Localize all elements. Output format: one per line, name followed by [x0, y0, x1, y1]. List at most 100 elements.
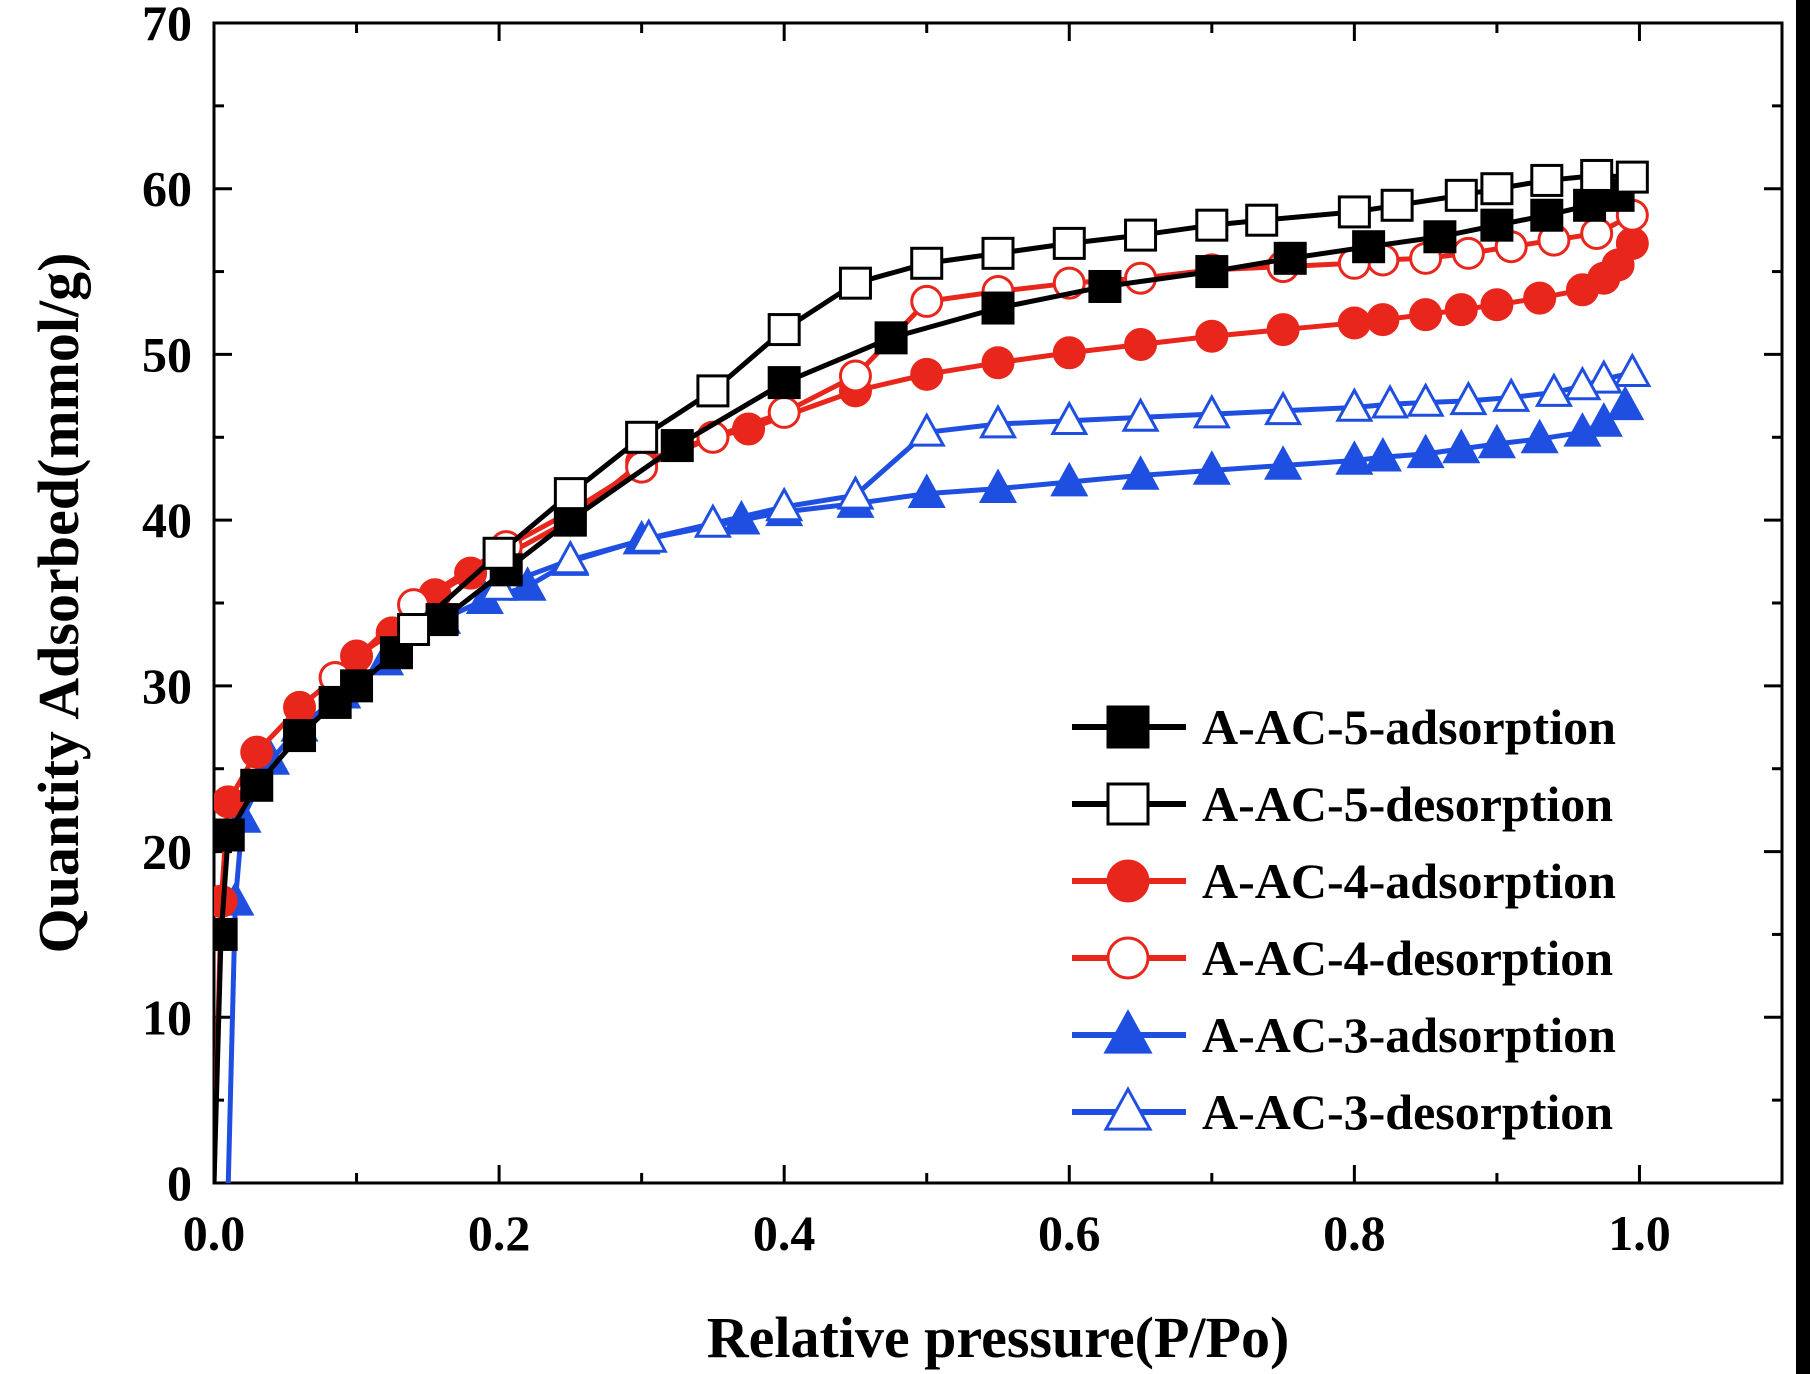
data-point — [340, 669, 374, 703]
data-point — [1530, 198, 1564, 232]
data-point — [767, 366, 801, 400]
legend-label: A-AC-5-desorption — [1202, 776, 1613, 832]
data-point — [1615, 160, 1649, 194]
data-point — [1580, 158, 1614, 192]
x-axis-title: Relative pressure(P/Po) — [707, 1305, 1290, 1370]
y-tick-label: 20 — [142, 824, 192, 880]
data-point — [1273, 241, 1307, 275]
y-axis-title: Quantity Adsorbed(mmol/g) — [26, 253, 91, 954]
data-point — [660, 429, 694, 463]
data-point — [1406, 382, 1445, 417]
series-A-AC-5-desorption — [397, 158, 1649, 647]
data-point — [1050, 461, 1089, 497]
legend-label: A-AC-3-adsorption — [1202, 1007, 1616, 1063]
data-point — [553, 477, 587, 511]
data-point — [696, 374, 730, 408]
legend-label: A-AC-5-adsorption — [1202, 699, 1616, 755]
data-point — [767, 313, 801, 347]
y-tick-label: 50 — [142, 326, 192, 382]
x-tick-label: 0.6 — [1038, 1205, 1101, 1261]
data-point — [1195, 319, 1229, 353]
axis-ticks: 0.0 0.2 0.4 0.6 0.8 1.0 0 10 20 30 40 50 60 70 — [142, 0, 1784, 1261]
data-point — [1480, 172, 1514, 206]
data-point — [1520, 418, 1559, 454]
legend-swatch-marker — [1106, 859, 1150, 903]
data-point — [767, 395, 801, 429]
data-point — [907, 473, 946, 508]
data-point — [1477, 423, 1516, 459]
data-point — [240, 735, 274, 769]
data-point — [1530, 163, 1564, 197]
data-point — [910, 357, 944, 391]
data-point — [981, 236, 1015, 270]
legend-item: A-AC-3-adsorption — [1072, 1007, 1616, 1063]
data-point — [425, 603, 459, 637]
series-A-AC-4-desorption — [318, 198, 1649, 695]
data-point — [765, 486, 804, 522]
data-point — [1337, 195, 1371, 229]
data-point — [1052, 226, 1086, 260]
data-point — [838, 359, 872, 393]
legend-swatch-marker — [1106, 936, 1150, 980]
legend-swatch-marker — [1103, 1009, 1153, 1054]
data-point — [1444, 293, 1478, 327]
data-point — [693, 503, 732, 538]
data-point — [1451, 236, 1485, 270]
data-point — [214, 917, 238, 951]
data-point — [836, 475, 875, 510]
data-point — [1584, 402, 1623, 437]
data-point — [1121, 455, 1160, 490]
data-point — [1052, 336, 1086, 370]
data-point — [1615, 226, 1649, 260]
data-point — [1195, 255, 1229, 289]
legend: A-AC-5-adsorption A-AC-5-desorption A-AC-4… — [1072, 699, 1616, 1140]
legend-label: A-AC-4-adsorption — [1202, 853, 1616, 909]
data-point — [625, 420, 659, 454]
data-point — [978, 468, 1018, 503]
y-tick-label: 60 — [142, 161, 192, 217]
legend-item: A-AC-3-desorption — [1072, 1084, 1613, 1140]
data-point — [629, 518, 668, 553]
data-point — [240, 768, 274, 802]
data-point — [283, 690, 317, 724]
data-point — [1573, 188, 1607, 222]
data-point — [1335, 440, 1374, 475]
data-point — [1192, 393, 1231, 429]
data-point — [1264, 390, 1303, 426]
data-point — [1337, 306, 1371, 340]
data-point — [1613, 352, 1652, 387]
data-point — [978, 403, 1018, 439]
data-series — [214, 158, 1652, 1183]
data-point — [1352, 230, 1386, 264]
data-point — [1370, 383, 1410, 419]
legend-item: A-AC-4-desorption — [1072, 930, 1613, 986]
data-point — [1492, 377, 1531, 412]
data-point — [1606, 385, 1645, 421]
data-point — [1245, 203, 1279, 237]
data-point — [907, 412, 946, 447]
data-point — [1050, 400, 1089, 436]
y-tick-label: 70 — [142, 0, 192, 51]
data-point — [1335, 387, 1374, 422]
data-point — [874, 321, 908, 355]
data-point — [1442, 428, 1481, 464]
data-point — [1124, 218, 1158, 252]
data-point — [1192, 450, 1231, 485]
legend-swatch-marker — [1106, 782, 1150, 826]
x-tick-label: 0.8 — [1323, 1205, 1386, 1261]
data-point — [910, 284, 944, 318]
data-point — [1523, 281, 1557, 315]
data-point — [482, 536, 516, 570]
data-point — [1366, 303, 1400, 337]
x-tick-label: 0.4 — [753, 1205, 816, 1261]
data-point — [910, 246, 944, 280]
data-point — [1121, 397, 1160, 432]
legend-item: A-AC-5-desorption — [1072, 776, 1613, 832]
y-tick-label: 30 — [142, 658, 192, 714]
data-point — [1449, 380, 1488, 416]
legend-swatch-marker — [1103, 1086, 1153, 1131]
data-point — [1409, 298, 1443, 332]
legend-label: A-AC-4-desorption — [1202, 930, 1613, 986]
